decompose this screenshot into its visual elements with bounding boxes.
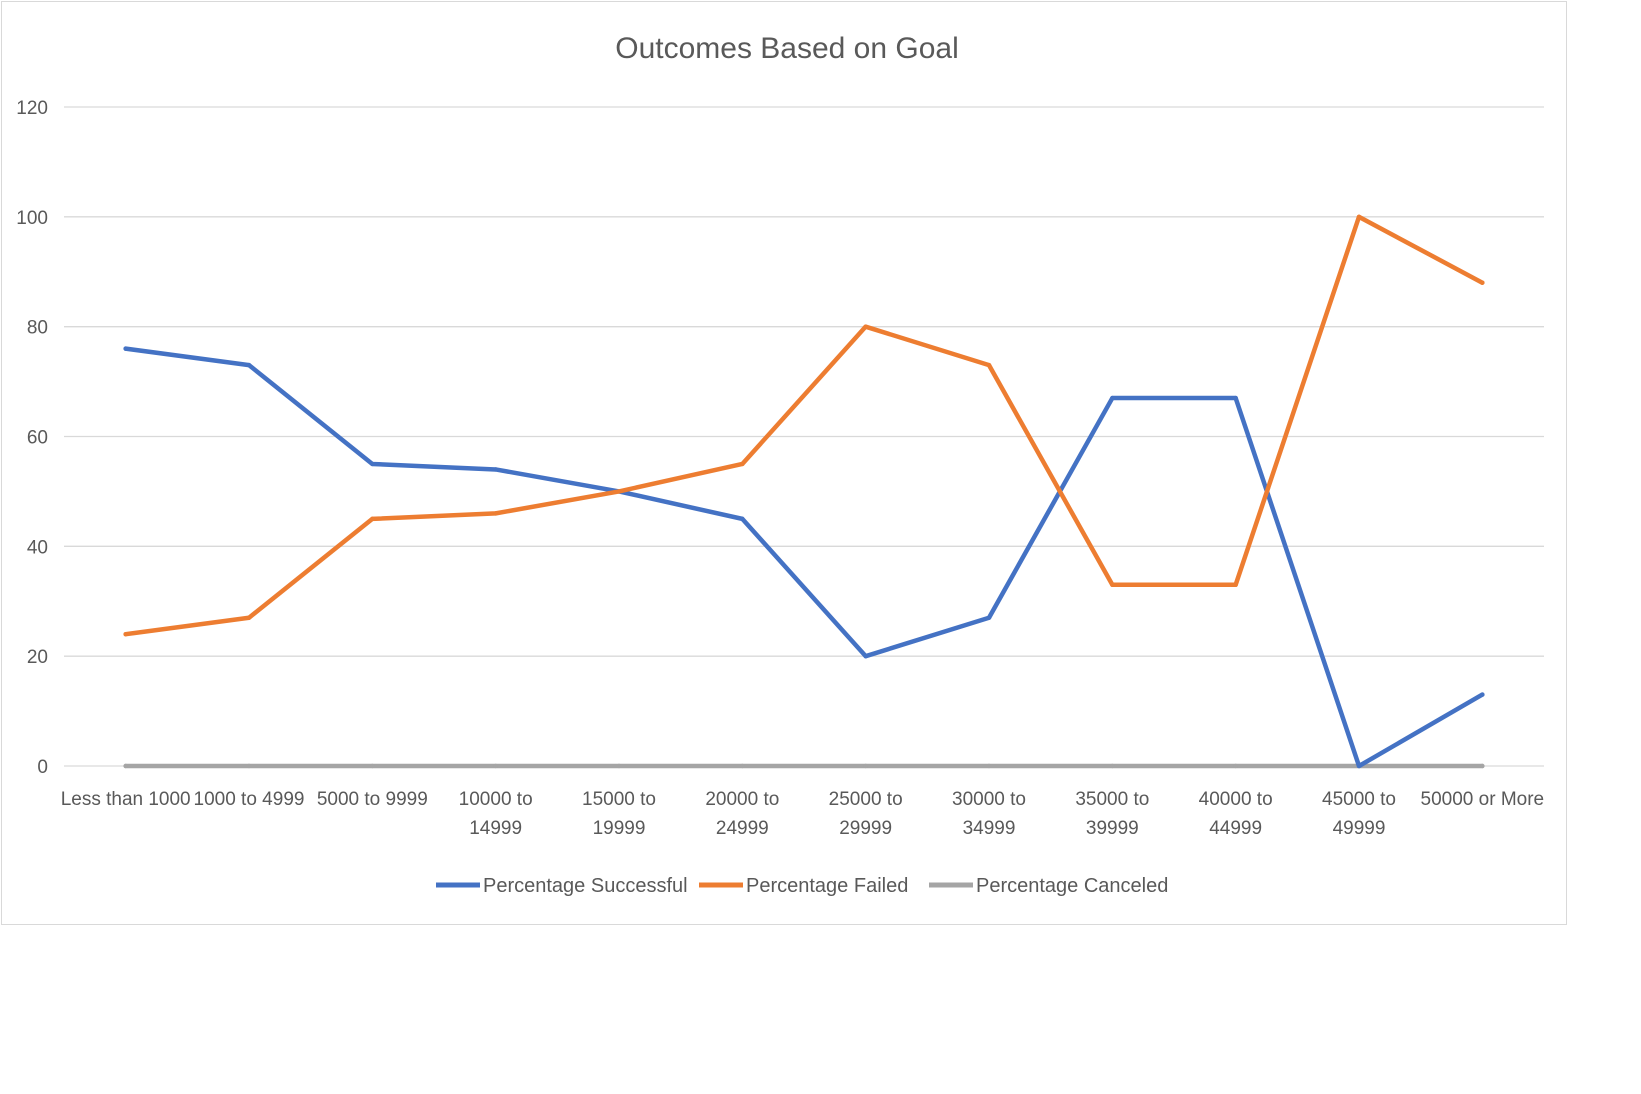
data-point bbox=[1110, 582, 1115, 587]
legend-label: Percentage Canceled bbox=[976, 875, 1168, 897]
x-tick-label-line: 20000 to bbox=[705, 789, 779, 810]
x-tick-label: 15000 to 19999 bbox=[582, 789, 656, 839]
chart-frame: Outcomes Based on Goal 0 20 40 60 80 100 120 L… bbox=[1, 1, 1567, 925]
x-tick-label-line: 10000 to bbox=[459, 789, 533, 810]
legend-item: Percentage Canceled bbox=[929, 875, 1168, 897]
data-point bbox=[740, 763, 745, 769]
legend-item: Percentage Failed bbox=[699, 875, 908, 897]
x-tick-label: 25000 to 29999 bbox=[829, 789, 903, 839]
data-point bbox=[493, 511, 498, 516]
x-tick-label-line: 29999 bbox=[839, 818, 892, 839]
series-lines bbox=[123, 214, 1485, 769]
data-point bbox=[1233, 582, 1238, 587]
x-tick-label: 40000 to 44999 bbox=[1199, 789, 1273, 839]
data-point bbox=[616, 489, 622, 494]
legend-label: Percentage Successful bbox=[483, 875, 688, 897]
x-tick-label-line: 1000 to 4999 bbox=[194, 789, 305, 810]
data-point bbox=[1356, 763, 1362, 769]
x-tick-label-line: Less than 1000 bbox=[61, 789, 191, 810]
data-point bbox=[1356, 214, 1362, 220]
series-percentage-failed bbox=[123, 214, 1485, 637]
data-point bbox=[123, 346, 128, 351]
x-tick-label-line: 19999 bbox=[593, 818, 646, 839]
data-point bbox=[246, 763, 252, 769]
legend-item: Percentage Successful bbox=[436, 875, 688, 897]
data-point bbox=[863, 763, 868, 769]
x-tick-label: Less than 1000 bbox=[61, 789, 191, 810]
series-line bbox=[123, 214, 1485, 637]
y-tick-label: 20 bbox=[27, 647, 48, 668]
data-point bbox=[370, 763, 375, 769]
legend-label: Percentage Failed bbox=[746, 875, 908, 897]
data-point bbox=[493, 467, 498, 472]
series-percentage-successful bbox=[123, 346, 1485, 769]
y-tick-label: 100 bbox=[16, 208, 48, 229]
x-tick-label-line: 30000 to bbox=[952, 789, 1026, 810]
data-point bbox=[1480, 763, 1485, 769]
x-tick-label-line: 50000 or More bbox=[1421, 789, 1545, 810]
x-tick-label: 45000 to 49999 bbox=[1322, 789, 1396, 839]
data-point bbox=[740, 516, 745, 522]
y-tick-label: 80 bbox=[27, 318, 48, 339]
data-point bbox=[493, 763, 498, 769]
x-tick-label-line: 45000 to bbox=[1322, 789, 1396, 810]
data-point bbox=[246, 615, 252, 620]
y-tick-label: 40 bbox=[27, 537, 48, 558]
x-tick-label-line: 15000 to bbox=[582, 789, 656, 810]
data-point bbox=[1233, 763, 1238, 769]
x-tick-label-line: 40000 to bbox=[1199, 789, 1273, 810]
data-point bbox=[1110, 395, 1115, 401]
x-tick-label: 35000 to 39999 bbox=[1075, 789, 1149, 839]
x-tick-label: 10000 to 14999 bbox=[459, 789, 533, 839]
data-point bbox=[986, 615, 992, 620]
x-tick-label-line: 44999 bbox=[1209, 818, 1262, 839]
data-point bbox=[123, 632, 128, 637]
data-point bbox=[863, 653, 868, 659]
data-point bbox=[370, 516, 375, 522]
data-point bbox=[986, 362, 992, 368]
data-point bbox=[1233, 395, 1238, 401]
series-line bbox=[123, 346, 1485, 769]
x-tick-label-line: 25000 to bbox=[829, 789, 903, 810]
data-point bbox=[616, 763, 622, 769]
x-tick-label: 20000 to 24999 bbox=[705, 789, 779, 839]
x-tick-label-line: 14999 bbox=[469, 818, 522, 839]
x-tick-label: 1000 to 4999 bbox=[194, 789, 305, 810]
x-tick-label: 5000 to 9999 bbox=[317, 789, 428, 810]
data-point bbox=[740, 461, 745, 467]
data-point bbox=[246, 362, 252, 368]
series-percentage-canceled bbox=[123, 763, 1485, 769]
data-point bbox=[370, 461, 375, 467]
x-tick-label-line: 24999 bbox=[716, 818, 769, 839]
x-axis-ticks: Less than 1000 1000 to 4999 5000 to 9999 10… bbox=[61, 789, 1544, 839]
data-point bbox=[1480, 692, 1485, 697]
outcomes-line-chart: Outcomes Based on Goal 0 20 40 60 80 100 120 L… bbox=[16, 32, 1544, 897]
data-point bbox=[986, 763, 992, 769]
x-tick-label-line: 49999 bbox=[1333, 818, 1386, 839]
data-point bbox=[1110, 763, 1115, 769]
x-tick-label-line: 5000 to 9999 bbox=[317, 789, 428, 810]
x-tick-label-line: 34999 bbox=[963, 818, 1016, 839]
chart-title: Outcomes Based on Goal bbox=[615, 32, 959, 65]
y-tick-label: 60 bbox=[27, 428, 48, 449]
y-tick-label: 120 bbox=[16, 98, 48, 119]
x-tick-label: 50000 or More bbox=[1421, 789, 1545, 810]
x-tick-label: 30000 to 34999 bbox=[952, 789, 1026, 839]
x-tick-label-line: 35000 to bbox=[1075, 789, 1149, 810]
data-point bbox=[1480, 280, 1485, 285]
gridlines bbox=[64, 106, 1544, 767]
data-point bbox=[863, 324, 868, 329]
data-point bbox=[123, 763, 128, 769]
x-tick-label-line: 39999 bbox=[1086, 818, 1139, 839]
y-tick-label: 0 bbox=[37, 757, 48, 778]
legend: Percentage Successful Percentage Failed Pe… bbox=[436, 875, 1168, 897]
y-axis-ticks: 0 20 40 60 80 100 120 bbox=[16, 98, 48, 778]
